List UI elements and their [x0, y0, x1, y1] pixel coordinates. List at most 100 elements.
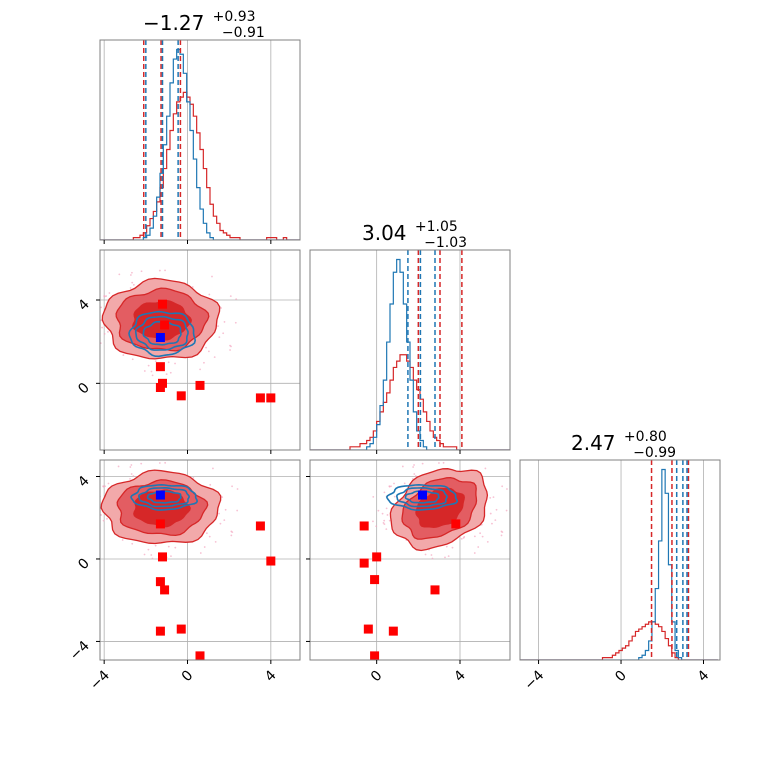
scatter-point [224, 508, 227, 511]
histogram-blue-series [100, 48, 300, 240]
scatter-point [413, 464, 415, 466]
contour-blue-level [385, 483, 459, 511]
scatter-point [147, 548, 150, 551]
scatter-point [97, 333, 99, 335]
y-tick-label: −4 [67, 638, 93, 664]
x-tick-label: 4 [451, 667, 469, 685]
scatter-point [229, 349, 231, 351]
scatter-point [209, 483, 212, 486]
red-square-marker [255, 393, 265, 403]
scatter-point [388, 485, 391, 488]
scatter-point [90, 510, 92, 512]
scatter-point [107, 330, 109, 333]
scatter-point [388, 519, 391, 522]
scatter-point [130, 473, 133, 475]
scatter-point [158, 462, 161, 464]
contour-panel-param1-vs-param3 [90, 460, 300, 660]
scatter-point [192, 477, 195, 479]
scatter-point [96, 522, 98, 524]
red-square-marker [370, 575, 380, 585]
blue-square-marker [418, 490, 427, 500]
scatter-point [473, 535, 476, 538]
scatter-point [500, 534, 503, 537]
scatter-point [230, 345, 232, 348]
histogram-red-series [310, 354, 510, 450]
scatter-point [414, 475, 417, 477]
scatter-point [129, 274, 132, 276]
scatter-point [207, 350, 210, 353]
contour-blue-level [395, 486, 448, 508]
scatter-point [383, 523, 386, 525]
scatter-point [372, 520, 374, 523]
scatter-point [492, 496, 495, 499]
scatter-point [205, 346, 207, 349]
scatter-point [103, 332, 106, 335]
scatter-point [393, 495, 396, 498]
scatter-point [199, 368, 201, 371]
scatter-point [231, 485, 233, 488]
scatter-point [129, 466, 132, 468]
scatter-point [105, 295, 107, 297]
scatter-point [218, 512, 220, 515]
scatter-point [220, 307, 222, 309]
scatter-point [169, 371, 172, 374]
scatter-point [150, 370, 153, 373]
red-square-marker [195, 380, 205, 390]
histogram-blue-series [520, 468, 718, 660]
scatter-point [199, 552, 202, 554]
contour-panel-param2-vs-param3 [310, 460, 510, 660]
x-tick-label: 0 [368, 668, 386, 686]
scatter-point [223, 321, 226, 323]
scatter-point [212, 467, 214, 470]
red-square-marker [155, 577, 165, 587]
scatter-point [102, 519, 105, 522]
scatter-point [431, 557, 434, 560]
scatter-point [386, 514, 389, 516]
scatter-point [97, 335, 99, 337]
scatter-point [438, 462, 440, 464]
scatter-point [100, 514, 102, 516]
y-tick-label: 0 [75, 555, 93, 573]
histogram-red-series [520, 621, 718, 660]
scatter-point [154, 360, 157, 363]
scatter-point [377, 509, 380, 512]
scatter-point [85, 334, 87, 336]
title-param-1: −1.27 +0.93 −0.91 [143, 2, 265, 41]
red-square-marker [155, 519, 165, 529]
scatter-point [158, 269, 161, 272]
red-square-marker [255, 521, 265, 531]
scatter-point [413, 473, 416, 475]
histogram-panel-param-2 [310, 250, 510, 450]
scatter-point [385, 507, 388, 510]
scatter-point [401, 465, 404, 468]
scatter-point [107, 482, 110, 485]
scatter-point [205, 532, 208, 535]
scatter-point [170, 555, 172, 558]
histogram-panel-param-1 [100, 40, 300, 240]
scatter-point [236, 509, 239, 512]
scatter-point [97, 523, 99, 525]
scatter-point [89, 339, 91, 341]
scatter-point [143, 553, 146, 556]
scatter-point [167, 545, 170, 548]
scatter-point [412, 466, 415, 468]
scatter-point [98, 302, 100, 304]
scatter-point [495, 508, 498, 511]
scatter-point [91, 322, 93, 324]
scatter-point [501, 531, 504, 534]
panel-frame [99, 249, 301, 451]
contour-blue-level [130, 483, 199, 511]
x-tick-label: 0 [612, 668, 630, 686]
scatter-point [217, 325, 219, 327]
scatter-point [191, 286, 194, 288]
red-square-marker [359, 558, 369, 568]
panel-frame [99, 39, 301, 241]
red-square-marker [430, 585, 440, 595]
contour-blue-level [404, 490, 440, 504]
scatter-point [479, 532, 482, 535]
red-square-marker [359, 521, 369, 531]
scatter-point [489, 512, 492, 515]
scatter-point [150, 554, 153, 556]
scatter-point [444, 556, 446, 559]
